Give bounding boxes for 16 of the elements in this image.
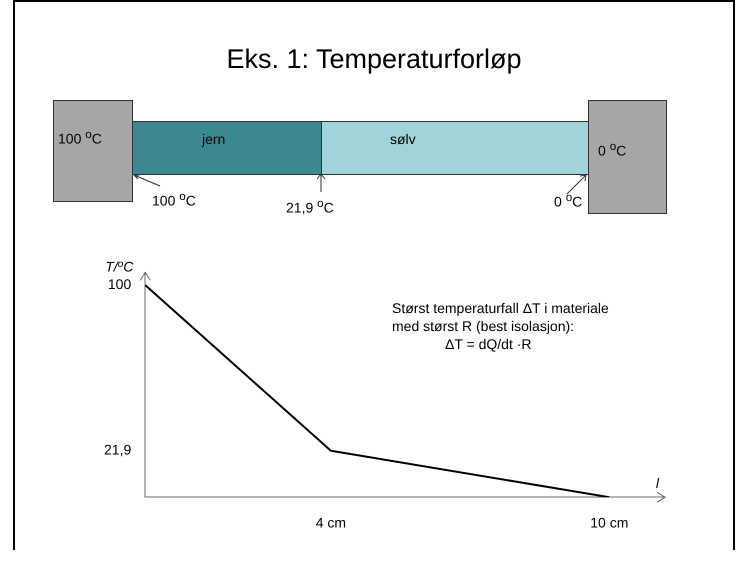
text: 100 $^{o}$C xyxy=(152,190,196,209)
annotation: Størst temperaturfall ΔT i materiale xyxy=(392,300,609,316)
x-tick-label: 4 cm xyxy=(316,514,346,530)
chart-title: Eks. 1: Temperaturforløp xyxy=(225,44,523,75)
annotation: med størst R (best isolasjon): xyxy=(392,318,574,334)
y-tick-label: 100 xyxy=(108,276,132,292)
text: 0 $^{o}$C xyxy=(598,140,626,159)
x-tick-label: 10 cm xyxy=(590,514,628,530)
text: 100 $^{o}$C xyxy=(58,128,102,147)
text: sølv xyxy=(390,131,416,147)
x-axis-title: l xyxy=(656,475,660,492)
text: 21,9 $^{o}$C xyxy=(286,197,334,216)
annotation: ΔT = dQ/dt ·R xyxy=(445,336,532,352)
y-tick-label: 21,9 xyxy=(104,442,132,458)
text: jern xyxy=(202,131,226,147)
text: 0 $^{o}$C xyxy=(554,191,582,210)
